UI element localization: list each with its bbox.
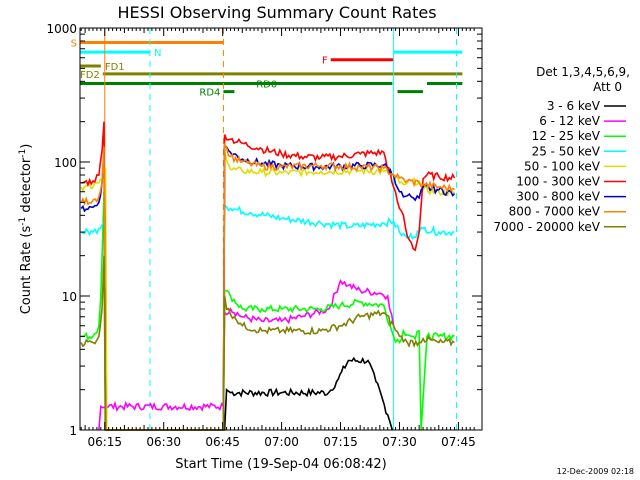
x-tick-label: 06:15 bbox=[87, 435, 122, 449]
legend-label: 50 - 100 keV bbox=[524, 159, 601, 173]
y-axis-label: Count Rate (s-1 detector-1) bbox=[18, 144, 34, 315]
flag-label-rd0: RD0 bbox=[256, 80, 277, 91]
axis-ticks: 06:15 06:30 06:45 07:00 07:15 07:30 07:45 1 10 10… bbox=[46, 22, 482, 449]
y-tick-label: 100 bbox=[54, 156, 77, 170]
y-tick-label: 10 bbox=[62, 290, 77, 304]
legend-label: 12 - 25 keV bbox=[532, 129, 601, 143]
y-tick-label: 1 bbox=[69, 424, 77, 438]
flag-label-fd1: FD1 bbox=[105, 62, 125, 73]
legend-label: 300 - 800 keV bbox=[516, 190, 600, 204]
x-tick-label: 07:00 bbox=[264, 435, 299, 449]
legend-label: 100 - 300 keV bbox=[516, 175, 600, 189]
legend-label: 800 - 7000 keV bbox=[509, 205, 601, 219]
legend-label: 6 - 12 keV bbox=[539, 114, 601, 128]
y-tick-label: 1000 bbox=[46, 22, 77, 36]
x-tick-label: 07:45 bbox=[441, 435, 476, 449]
flag-bars: S N F FD1 FD2 RD0 RD4 bbox=[71, 38, 463, 99]
legend-title-line-2: Att 0 bbox=[593, 80, 622, 94]
x-tick-label: 06:45 bbox=[205, 435, 240, 449]
legend-label: 3 - 6 keV bbox=[547, 99, 601, 113]
legend-label: 7000 - 20000 keV bbox=[493, 220, 600, 234]
series-line bbox=[98, 278, 395, 431]
flag-label-n: N bbox=[154, 48, 161, 59]
series-line bbox=[80, 151, 456, 431]
x-tick-label: 07:30 bbox=[382, 435, 417, 449]
flag-label-s: S bbox=[71, 38, 77, 49]
x-tick-label: 06:30 bbox=[146, 435, 181, 449]
series-line bbox=[80, 145, 456, 431]
chart-title: HESSI Observing Summary Count Rates bbox=[117, 3, 436, 22]
flag-label-f: F bbox=[322, 56, 328, 67]
legend-label: 25 - 50 keV bbox=[532, 144, 601, 158]
series-line bbox=[210, 356, 394, 431]
flag-label-rd4: RD4 bbox=[199, 88, 220, 99]
series-line bbox=[80, 142, 455, 431]
legend-title-line-1: Det 1,3,4,5,6,9, bbox=[536, 65, 630, 79]
x-tick-label: 07:15 bbox=[323, 435, 358, 449]
footer-timestamp: 12-Dec-2009 02:18 bbox=[557, 467, 634, 476]
data-series bbox=[80, 121, 456, 431]
x-axis-label: Start Time (19-Sep-04 06:08:42) bbox=[175, 457, 386, 472]
plot-frame bbox=[79, 27, 483, 431]
flag-label-fd2: FD2 bbox=[80, 70, 100, 81]
